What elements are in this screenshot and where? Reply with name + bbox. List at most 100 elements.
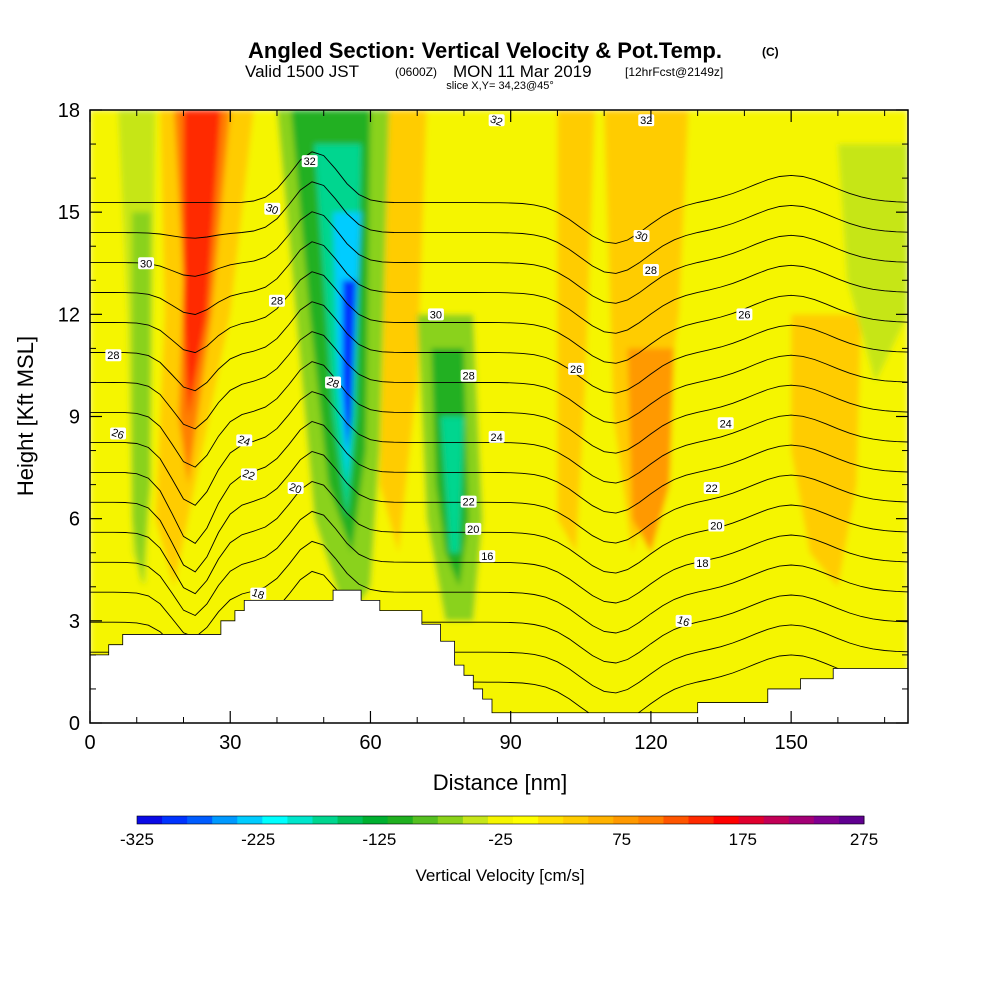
colorbar-swatch [738, 816, 765, 824]
contour-label: 24 [717, 417, 734, 430]
contour-label-bg [325, 376, 342, 389]
contour-label: 28 [642, 264, 659, 277]
contour-labels: 32 32 32 30 30 30 30 28 28 28 28 28 26 26 26 24 24 24 22 22… [105, 113, 753, 630]
contour-label-bg [638, 114, 655, 127]
contour-label-text: 32 [304, 156, 316, 168]
y-tick-label: 9 [69, 407, 80, 429]
contour-label-text: 28 [462, 371, 474, 383]
colorbar-tick-label: 75 [612, 830, 631, 849]
downdraft-band-8 [837, 144, 908, 383]
contour-label-text: 22 [241, 468, 257, 483]
contour-label-bg [268, 294, 285, 307]
contour-label: 28 [268, 294, 285, 308]
colorbar-swatch [513, 816, 539, 824]
x-tick-label: 150 [774, 732, 807, 754]
contour-label: 24 [488, 430, 505, 444]
colorbar-swatch [813, 816, 840, 824]
contour-label: 26 [568, 362, 585, 376]
contour-label-bg [236, 434, 253, 447]
contour-label-text: 30 [264, 202, 280, 217]
contour-label-bg [642, 264, 659, 277]
terrain-polygon [90, 589, 908, 723]
colorbar-swatch [162, 816, 188, 824]
colorbar-swatch [262, 816, 288, 824]
contour-label: 22 [241, 468, 257, 483]
contour-label: 32 [488, 113, 505, 129]
contour-label-bg [264, 202, 281, 215]
colorbar-swatch [412, 816, 439, 824]
valid-time-utc: (0600Z) [395, 65, 437, 79]
contour-label: 16 [479, 550, 496, 563]
colorbar-tick-label: -125 [362, 830, 396, 849]
contour-label-bg [110, 427, 127, 440]
updraft-core-1 [183, 110, 221, 417]
contour-label-bg [736, 308, 753, 321]
contour-label: 16 [675, 614, 692, 630]
colorbar-swatch [312, 816, 339, 824]
isentrope-line [90, 241, 908, 334]
y-tick-label: 15 [58, 202, 80, 224]
updraft-band-6 [604, 110, 689, 553]
y-tick-label: 18 [58, 100, 80, 122]
isentrope-line [90, 421, 908, 544]
colorbar-tick-label: 275 [850, 830, 878, 849]
contour-label-text: 32 [489, 113, 505, 128]
colorbar-swatch [212, 816, 238, 824]
contour-label-text: 26 [570, 364, 582, 376]
contour-label-text: 16 [675, 614, 691, 629]
contour-label-text: 28 [645, 265, 657, 277]
contour-label-bg [240, 468, 257, 481]
contour-label-text: 32 [640, 115, 652, 127]
x-tick-label: 30 [219, 732, 241, 754]
contour-label: 20 [465, 522, 482, 536]
downdraft-core-4 [440, 416, 464, 553]
colorbar-tick-label: -25 [488, 830, 513, 849]
downdraft-band-0 [132, 212, 151, 587]
contour-label: 18 [250, 587, 267, 602]
terrain-mask [90, 589, 908, 723]
contour-label: 30 [633, 229, 650, 245]
isentrope-line [90, 331, 908, 430]
colorbar-swatch [663, 816, 690, 824]
contour-label-text: 24 [720, 418, 732, 430]
contour-label-text: 24 [491, 432, 503, 444]
contour-label-bg [717, 417, 734, 430]
contour-label-text: 30 [140, 258, 152, 270]
contour-label: 28 [105, 349, 122, 362]
contour-label-bg [488, 114, 505, 127]
contour-label: 22 [460, 495, 477, 509]
valid-date: MON 11 Mar 2019 [453, 62, 592, 81]
colorbar-swatch [538, 816, 564, 824]
contour-label-bg [465, 522, 482, 535]
x-tick-label: 0 [84, 732, 95, 754]
chart-title: Angled Section: Vertical Velocity & Pot.… [248, 38, 722, 63]
slice-info: slice X,Y= 34,23@45° [446, 80, 554, 92]
isentrope-line [90, 510, 908, 617]
contour-label-bg [675, 614, 692, 627]
colorbar: -325 -225 -125 -25 75 175 275 [120, 815, 878, 849]
contour-label-bg [138, 257, 155, 270]
contour-label-text: 24 [236, 434, 252, 449]
contour-label-bg [427, 308, 444, 321]
isentrope-line [90, 540, 908, 638]
contour-label-text: 22 [706, 483, 718, 495]
colorbar-frame [136, 815, 865, 825]
isentrope-line [90, 181, 908, 274]
y-tick-label: 3 [69, 611, 80, 633]
contour-label-bg [301, 155, 318, 168]
colorbar-swatch [187, 816, 213, 824]
isentrope-line [90, 481, 908, 595]
contour-label-bg [694, 556, 711, 569]
contour-label-text: 28 [107, 350, 119, 362]
contour-label-text: 20 [710, 520, 722, 532]
contour-label-text: 28 [271, 296, 283, 308]
contour-label-text: 30 [633, 229, 649, 244]
contour-label: 30 [427, 308, 444, 321]
contour-label: 20 [708, 519, 725, 532]
contour-label: 28 [460, 369, 477, 383]
isentrope-line [90, 451, 908, 573]
colorbar-swatch [588, 816, 614, 824]
contour-label-bg [250, 587, 267, 600]
contour-label-text: 18 [696, 558, 708, 570]
